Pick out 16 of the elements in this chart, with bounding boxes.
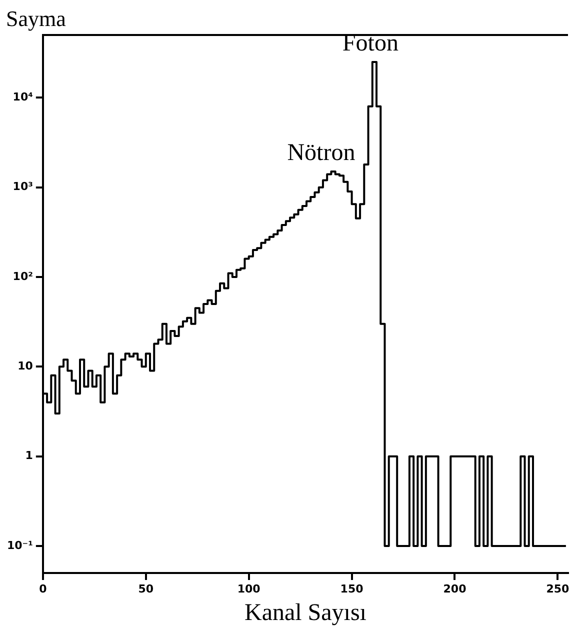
- x-tick-label: 50: [138, 582, 154, 596]
- y-tick-label: 10²: [12, 270, 34, 283]
- annotation: Nötron: [287, 140, 356, 166]
- x-axis-title: Kanal Sayısı: [244, 600, 367, 626]
- y-tick-label: 1: [25, 449, 33, 462]
- y-tick-label: 10³: [12, 180, 34, 194]
- x-tick-label: 100: [237, 582, 261, 596]
- y-tick-label: 10⁻¹: [6, 538, 34, 552]
- y-tick-label: 10⁴: [12, 90, 34, 104]
- annotation: Foton: [342, 30, 398, 56]
- x-tick-label: 200: [443, 582, 467, 596]
- x-tick-label: 0: [39, 582, 48, 596]
- y-axis-title: Sayma: [6, 6, 66, 31]
- y-tick-label: 10: [18, 360, 34, 373]
- x-tick-label: 250: [546, 582, 570, 596]
- x-tick-label: 150: [340, 582, 364, 596]
